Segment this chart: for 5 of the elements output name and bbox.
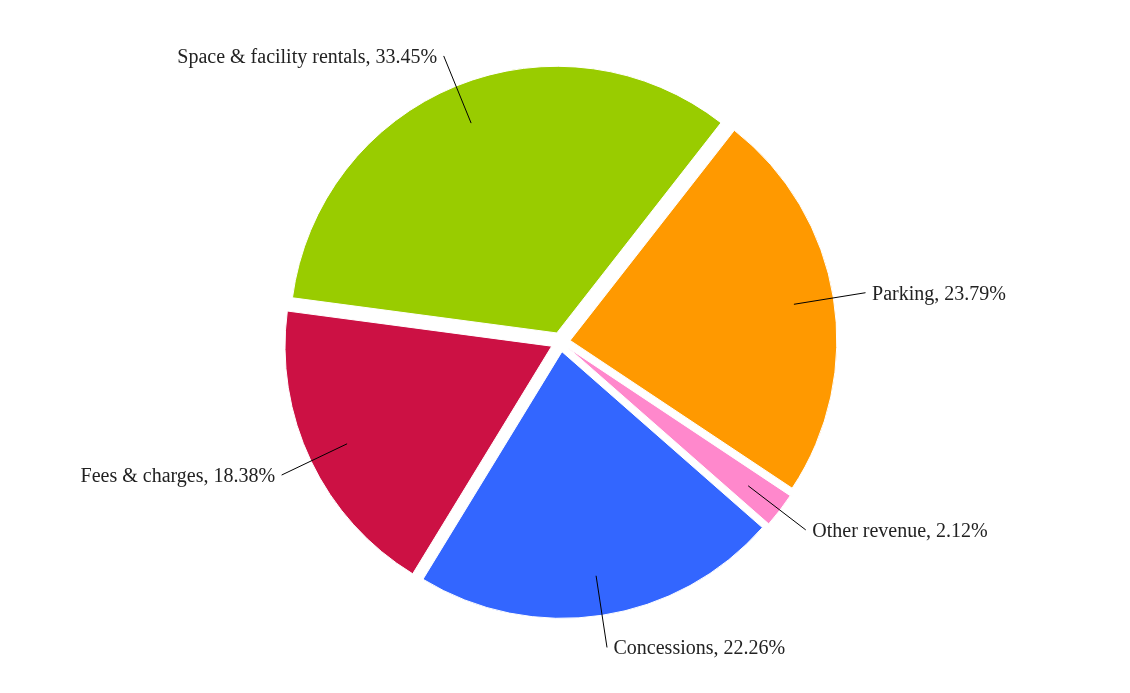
slice-label: Concessions, 22.26% (613, 636, 786, 659)
slice-label: Parking, 23.79% (872, 281, 1006, 305)
slice-label: Space & facility rentals, 33.45% (177, 44, 438, 68)
slice-label: Other revenue, 2.12% (812, 518, 988, 541)
slice-label: Fees & charges, 18.38% (80, 464, 276, 488)
